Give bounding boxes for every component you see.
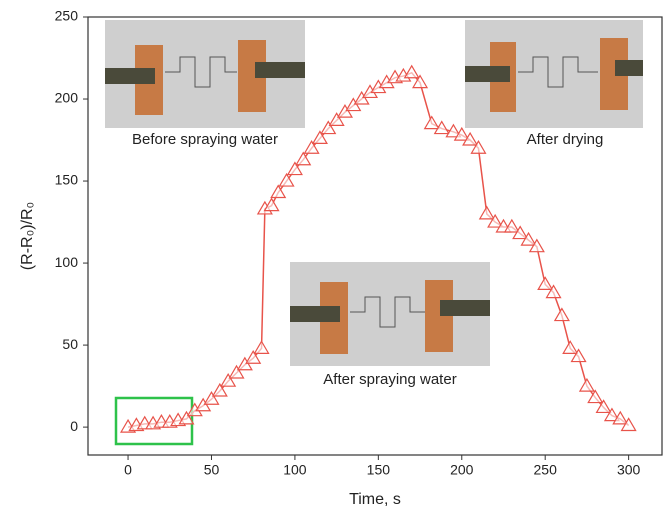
x-axis-label: Time, s [349, 491, 401, 508]
photo-before [105, 20, 305, 128]
marker [178, 410, 195, 425]
marker [203, 391, 220, 405]
annotation: After drying [527, 131, 604, 148]
photo-after-drying [465, 20, 643, 128]
marker [620, 417, 637, 432]
annotation: Before spraying water [132, 131, 278, 148]
marker [553, 307, 570, 322]
x-tick-label: 250 [534, 462, 558, 478]
marker [211, 382, 228, 397]
y-tick-label: 200 [55, 90, 79, 106]
marker [311, 130, 328, 144]
y-axis-label: (R-R₀)/R₀ [19, 202, 36, 270]
marker [603, 407, 620, 422]
y-tick-label: 150 [55, 172, 79, 188]
marker [562, 340, 579, 354]
marker [423, 115, 440, 130]
marker [412, 74, 429, 89]
marker [253, 340, 270, 354]
marker [278, 172, 295, 187]
plot-frame [87, 16, 663, 456]
marker [587, 389, 604, 404]
marker [295, 151, 312, 166]
y-tick-label: 50 [62, 336, 78, 352]
marker [320, 120, 337, 135]
marker [570, 348, 587, 363]
marker [328, 112, 345, 126]
marker [545, 284, 562, 299]
marker [487, 213, 504, 228]
marker [263, 197, 280, 212]
y-tick-label: 100 [55, 254, 79, 270]
annotation: After spraying water [323, 371, 456, 388]
x-tick-label: 100 [283, 462, 307, 478]
marker [403, 64, 420, 79]
marker [578, 377, 595, 392]
marker [462, 131, 479, 146]
marker [520, 231, 537, 246]
y-tick-label: 250 [55, 8, 79, 24]
marker [303, 140, 320, 154]
marker [220, 372, 237, 387]
marker [470, 140, 487, 154]
x-tick-label: 200 [450, 462, 474, 478]
y-tick-label: 0 [70, 418, 78, 434]
marker [270, 184, 287, 199]
marker [612, 410, 629, 425]
x-tick-label: 0 [124, 462, 132, 478]
x-tick-label: 50 [204, 462, 220, 478]
marker [528, 238, 545, 253]
marker [228, 364, 245, 379]
marker [286, 161, 303, 176]
marker [445, 123, 462, 138]
marker [453, 126, 470, 141]
marker [503, 218, 520, 233]
photo-after-spraying [290, 262, 490, 366]
marker [433, 120, 450, 135]
x-tick-label: 150 [367, 462, 391, 478]
x-tick-label: 300 [617, 462, 641, 478]
marker [478, 205, 495, 220]
marker [595, 399, 612, 414]
marker [245, 350, 262, 364]
marker [512, 225, 529, 240]
marker [537, 276, 554, 290]
